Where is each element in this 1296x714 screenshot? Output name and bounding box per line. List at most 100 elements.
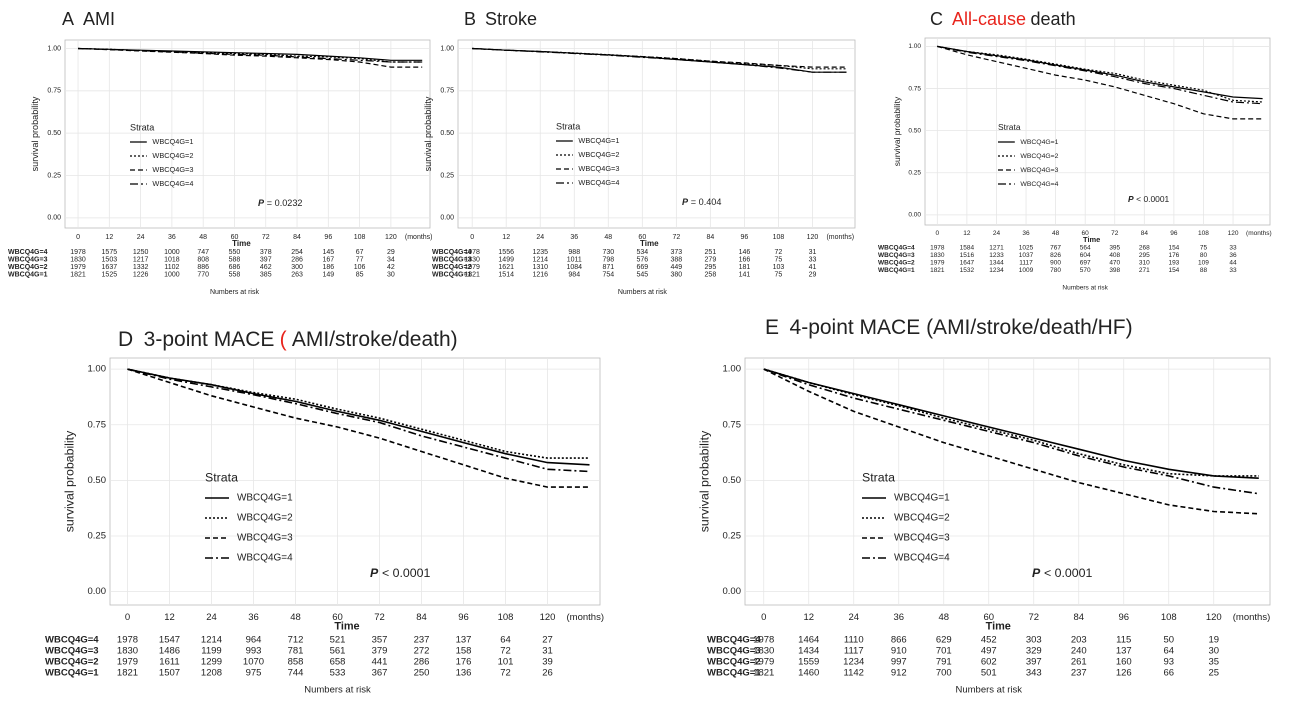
x-tick-label: 36 xyxy=(1022,230,1030,237)
risk-count: 154 xyxy=(1168,267,1179,274)
risk-count: 367 xyxy=(372,668,388,679)
risk-count: 602 xyxy=(981,657,997,668)
risk-count: 395 xyxy=(1109,245,1120,252)
risk-count: 747 xyxy=(197,249,209,256)
risk-count: 1979 xyxy=(70,264,86,271)
p-text: = 0.404 xyxy=(691,197,722,207)
panel-letter: C xyxy=(930,9,943,29)
x-tick-label: 72 xyxy=(262,234,270,241)
risk-count: 41 xyxy=(809,264,817,271)
y-tick-label: 1.00 xyxy=(723,364,742,375)
risk-count: 754 xyxy=(602,271,614,278)
x-tick-label: 60 xyxy=(638,234,646,241)
risk-count: 30 xyxy=(1208,646,1219,657)
risk-count: 452 xyxy=(981,635,997,646)
risk-count: 271 xyxy=(1139,267,1150,274)
risk-count: 1647 xyxy=(960,260,975,267)
risk-count: 85 xyxy=(356,271,364,278)
title-part: 4-point MACE (AMI/stroke/death/HF) xyxy=(790,316,1133,339)
risk-count: 50 xyxy=(1163,635,1174,646)
risk-count: 658 xyxy=(330,657,346,668)
risk-count: 1310 xyxy=(532,264,548,271)
risk-count: 1532 xyxy=(960,267,975,274)
risk-row-label: WBCQ4G=2 xyxy=(45,657,99,668)
risk-count: 1234 xyxy=(843,657,864,668)
risk-count: 964 xyxy=(246,635,262,646)
risk-count: 240 xyxy=(1071,646,1087,657)
risk-count: 397 xyxy=(260,256,272,263)
risk-count: 1233 xyxy=(989,252,1004,259)
risk-count: 1009 xyxy=(1019,267,1034,274)
survival-curve xyxy=(937,45,1263,120)
risk-count: 604 xyxy=(1080,252,1091,259)
risk-count: 88 xyxy=(1200,267,1208,274)
risk-count: 34 xyxy=(387,256,395,263)
risk-count: 31 xyxy=(542,646,553,657)
x-tick-label: 0 xyxy=(936,230,940,237)
risk-count: 871 xyxy=(602,264,614,271)
y-axis-label: survival probability xyxy=(697,430,711,532)
plot-area xyxy=(924,37,1271,226)
x-tick-label: 24 xyxy=(137,234,145,241)
risk-count: 1025 xyxy=(1019,245,1034,252)
risk-count: 570 xyxy=(1080,267,1091,274)
legend-title: Strata xyxy=(998,122,1021,132)
survival-curve xyxy=(937,45,1263,103)
risk-row-label: WBCQ4G=4 xyxy=(878,245,915,252)
risk-count: 1584 xyxy=(960,245,975,252)
legend-title: Strata xyxy=(556,121,581,131)
y-tick-label: 0.25 xyxy=(723,531,742,542)
risk-count: 75 xyxy=(775,256,783,263)
risk-count: 780 xyxy=(1050,267,1061,274)
risk-count: 398 xyxy=(1109,267,1120,274)
risk-row-label: WBCQ4G=3 xyxy=(8,256,48,263)
risk-count: 588 xyxy=(229,256,241,263)
risk-count: 1514 xyxy=(498,271,514,278)
title-part: AMI/stroke/death) xyxy=(292,328,458,351)
title-part: 3-point MACE xyxy=(144,328,275,351)
risk-count: 912 xyxy=(891,668,907,679)
x-tick-label: 84 xyxy=(1073,612,1084,623)
p-value: P < 0.0001 xyxy=(370,566,430,580)
risk-count: 1821 xyxy=(70,271,86,278)
risk-count: 1611 xyxy=(159,657,179,668)
x-tick-label: 108 xyxy=(773,234,785,241)
x-tick-label: 36 xyxy=(168,234,176,241)
survival-curve xyxy=(127,368,590,488)
risk-count: 497 xyxy=(981,646,997,657)
y-tick-label: 0.00 xyxy=(88,586,107,597)
risk-count: 866 xyxy=(891,635,907,646)
x-tick-label: 48 xyxy=(1052,230,1060,237)
title-part: All-cause xyxy=(952,9,1026,29)
plot-area xyxy=(64,39,431,229)
y-tick-label: 0.50 xyxy=(723,475,742,486)
survival-curve xyxy=(472,47,847,68)
risk-count: 501 xyxy=(981,668,997,679)
risk-count: 1070 xyxy=(243,657,264,668)
risk-count: 29 xyxy=(809,271,817,278)
legend-label: WBCQ4G=3 xyxy=(152,165,193,174)
y-tick-label: 0.75 xyxy=(88,419,107,430)
survival-curve xyxy=(127,368,590,473)
risk-count: 1978 xyxy=(117,635,138,646)
x-tick-label: 24 xyxy=(993,230,1001,237)
risk-count: 1234 xyxy=(989,267,1004,274)
x-axis-label: Time xyxy=(640,239,659,248)
risk-count: 75 xyxy=(1200,245,1208,252)
survival-curve xyxy=(763,368,1259,479)
risk-count: 19 xyxy=(1208,635,1219,646)
risk-count: 1464 xyxy=(798,635,819,646)
risk-count: 886 xyxy=(197,264,209,271)
x-tick-label: 108 xyxy=(1198,230,1209,237)
risk-count: 1344 xyxy=(989,260,1004,267)
x-tick-label: 108 xyxy=(1161,612,1177,623)
risk-row-label: WBCQ4G=2 xyxy=(432,264,472,271)
risk-count: 176 xyxy=(1168,252,1179,259)
risk-count: 441 xyxy=(372,657,388,668)
y-axis-label: survival probability xyxy=(30,96,40,171)
x-tick-label: 24 xyxy=(848,612,859,623)
risk-count: 808 xyxy=(197,256,209,263)
risk-count: 1037 xyxy=(1019,252,1034,259)
panel-letter: A xyxy=(62,9,74,29)
